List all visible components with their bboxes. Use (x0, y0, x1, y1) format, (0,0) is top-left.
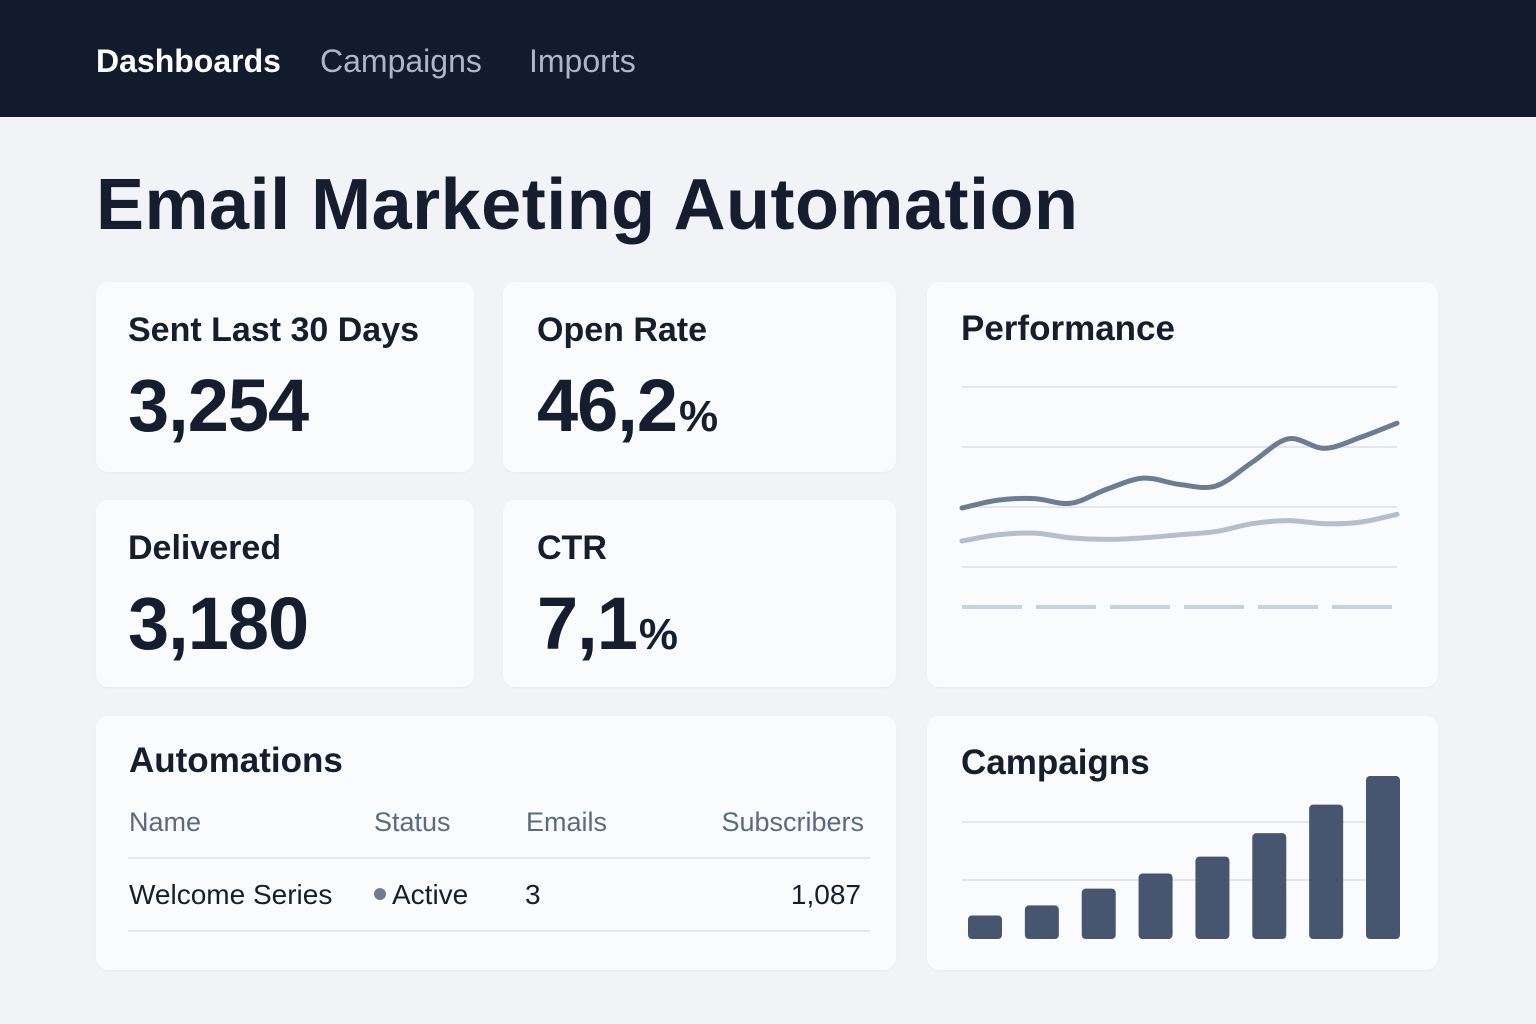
table-divider (128, 930, 870, 932)
stat-unit: % (679, 392, 719, 441)
automations-card: Automations Name Status Emails Subscribe… (96, 716, 896, 970)
stat-number: 46,2 (537, 364, 678, 447)
stat-number: 3,180 (128, 582, 309, 665)
bar (1366, 776, 1400, 939)
series-line-primary (959, 420, 1400, 511)
bar (1081, 888, 1116, 939)
column-header-subscribers[interactable]: Subscribers (721, 807, 864, 837)
cell-subscribers: 1,087 (790, 879, 861, 910)
column-header-emails[interactable]: Emails (526, 807, 608, 837)
stat-card-sent: Sent Last 30 Days 3,254 (96, 282, 474, 472)
column-header-name[interactable]: Name (129, 807, 202, 837)
performance-chart (959, 386, 1400, 609)
stat-label: Sent Last 30 Days (128, 311, 420, 349)
stat-value: 46,2% (537, 364, 718, 459)
bar (1024, 905, 1059, 939)
cell-name: Welcome Series (129, 879, 333, 910)
stat-number: 7,1 (537, 582, 638, 665)
stat-label: Delivered (128, 529, 282, 567)
bar (1195, 856, 1230, 939)
top-nav-bar: Dashboards Campaigns Imports (0, 0, 1536, 117)
automations-title: Automations (129, 741, 343, 780)
page-title: Email Marketing Automation (96, 165, 1079, 245)
performance-card: Performance (927, 282, 1438, 687)
status-dot-icon (374, 887, 386, 900)
nav-campaigns[interactable]: Campaigns (320, 43, 482, 79)
stat-card-delivered: Delivered 3,180 (96, 500, 474, 687)
status-text: Active (392, 879, 469, 910)
bar (1309, 804, 1344, 939)
bar (1138, 873, 1173, 939)
stat-card-open-rate: Open Rate 46,2% (503, 282, 896, 472)
cell-status: Active (374, 878, 468, 912)
performance-title: Performance (961, 309, 1175, 348)
bar (968, 915, 1002, 939)
cell-emails: 3 (525, 879, 541, 910)
stat-value: 3,180 (128, 582, 310, 677)
column-header-status[interactable]: Status (374, 807, 451, 837)
campaigns-chart (962, 776, 1400, 939)
campaigns-card: Campaigns (927, 716, 1438, 970)
stat-value: 3,254 (128, 364, 310, 459)
nav-dashboards[interactable]: Dashboards (96, 43, 281, 79)
stat-label: Open Rate (537, 311, 708, 349)
table-divider (128, 857, 870, 859)
stat-label: CTR (537, 529, 607, 567)
nav-imports[interactable]: Imports (529, 43, 636, 79)
stat-card-ctr: CTR 7,1% (503, 500, 896, 687)
stat-number: 3,254 (128, 364, 309, 447)
bar (1252, 833, 1287, 939)
stat-unit: % (638, 610, 678, 659)
campaigns-title: Campaigns (961, 743, 1150, 782)
stat-value: 7,1% (537, 582, 678, 677)
series-line-secondary (959, 511, 1400, 544)
